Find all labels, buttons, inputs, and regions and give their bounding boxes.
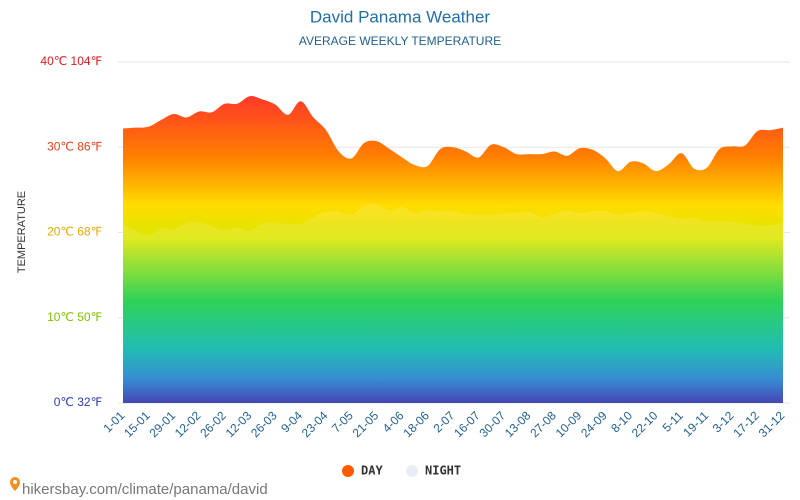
- legend-label: DAY: [361, 464, 383, 478]
- x-tick-label: 15-01: [121, 408, 153, 440]
- pin-dot: [13, 480, 17, 484]
- area-day: [123, 95, 783, 403]
- y-tick-label: 40℃ 104℉: [40, 54, 102, 68]
- x-tick-label: 26-02: [197, 408, 229, 440]
- y-tick-label: 0℃ 32℉: [54, 395, 102, 409]
- x-tick-label: 18-06: [400, 408, 432, 440]
- x-tick-label: 24-09: [578, 408, 610, 440]
- x-tick-label: 21-05: [350, 408, 382, 440]
- x-tick-label: 30-07: [477, 408, 509, 440]
- x-tick-label: 12-02: [172, 408, 204, 440]
- x-tick-label: 27-08: [527, 408, 559, 440]
- area-night: [123, 203, 783, 403]
- source: hikersbay.com/climate/panama/david: [22, 481, 268, 498]
- y-tick-label: 10℃ 50℉: [47, 310, 102, 324]
- x-tick-label: 13-08: [502, 408, 534, 440]
- x-tick-label: 26-03: [248, 408, 280, 440]
- x-tick-label: 29-01: [147, 408, 179, 440]
- x-tick-label: 12-03: [223, 408, 255, 440]
- legend-marker: [342, 465, 354, 477]
- chart-title: David Panama Weather: [310, 7, 491, 26]
- x-tick-label: 16-07: [451, 408, 483, 440]
- y-axis-label: TEMPERATURE: [16, 191, 28, 273]
- x-tick-label: 22-10: [629, 408, 661, 440]
- x-tick-label: 19-11: [680, 408, 711, 439]
- x-tick-label: 10-09: [553, 408, 585, 440]
- chart-subtitle: AVERAGE WEEKLY TEMPERATURE: [299, 34, 501, 48]
- x-tick-label: 17-12: [730, 408, 762, 440]
- x-tick-label: 23-04: [299, 408, 331, 440]
- legend-label: NIGHT: [425, 464, 461, 478]
- y-tick-label: 30℃ 86℉: [47, 139, 102, 153]
- y-tick-label: 20℃ 68℉: [47, 225, 102, 239]
- x-tick-label: 31-12: [756, 408, 788, 440]
- legend-marker: [406, 465, 418, 477]
